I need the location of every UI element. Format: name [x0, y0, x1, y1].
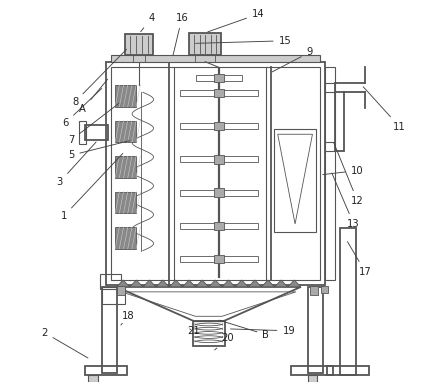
Bar	[340, 228, 356, 375]
Bar	[214, 188, 225, 197]
Bar	[88, 375, 98, 382]
Text: 15: 15	[196, 36, 291, 46]
Bar	[274, 129, 316, 232]
Bar	[214, 155, 225, 164]
Bar	[102, 287, 117, 373]
Polygon shape	[209, 280, 222, 287]
Bar	[222, 256, 258, 262]
Text: 3: 3	[57, 142, 96, 187]
Bar	[115, 192, 136, 213]
Text: 10: 10	[323, 165, 364, 175]
Polygon shape	[182, 280, 195, 287]
Bar	[214, 122, 225, 131]
Polygon shape	[235, 280, 248, 287]
Text: A: A	[79, 79, 107, 115]
Text: 21: 21	[187, 326, 200, 336]
Text: 17: 17	[348, 242, 372, 277]
Bar	[115, 121, 136, 142]
Text: 1: 1	[60, 154, 123, 221]
Bar	[115, 156, 136, 178]
Bar	[115, 85, 136, 107]
Bar	[214, 222, 225, 230]
Bar	[222, 190, 258, 196]
Bar	[214, 74, 225, 82]
Bar	[335, 92, 344, 151]
Bar	[308, 287, 323, 373]
Bar	[214, 89, 225, 97]
Polygon shape	[262, 280, 274, 287]
Polygon shape	[117, 280, 130, 287]
Polygon shape	[274, 280, 288, 287]
Text: 7: 7	[68, 103, 119, 145]
Text: B: B	[219, 320, 270, 340]
Text: 14: 14	[208, 9, 265, 32]
Bar	[193, 321, 225, 346]
Polygon shape	[156, 280, 169, 287]
Bar	[79, 121, 86, 144]
Bar	[308, 375, 317, 382]
Bar	[117, 286, 126, 295]
Bar	[325, 67, 335, 280]
Text: 5: 5	[68, 141, 130, 160]
Bar	[85, 366, 127, 375]
Bar	[291, 366, 333, 375]
Bar	[180, 123, 216, 129]
Bar	[125, 34, 153, 55]
Bar	[222, 223, 258, 229]
Text: 19: 19	[230, 326, 295, 336]
Bar	[100, 273, 121, 289]
Text: 2: 2	[41, 328, 88, 358]
Bar	[214, 255, 225, 263]
Bar	[180, 90, 216, 96]
Bar	[180, 156, 216, 162]
Bar	[310, 286, 318, 295]
Text: 16: 16	[173, 13, 188, 55]
Bar	[85, 125, 107, 140]
Bar	[222, 90, 258, 96]
Text: 6: 6	[62, 88, 102, 128]
Bar	[111, 67, 320, 280]
Bar	[321, 286, 328, 293]
Polygon shape	[130, 280, 143, 287]
Bar	[106, 62, 325, 285]
Text: 8: 8	[72, 49, 127, 107]
Text: 4: 4	[141, 13, 155, 32]
Polygon shape	[195, 280, 209, 287]
Text: 9: 9	[272, 47, 313, 72]
Polygon shape	[288, 280, 301, 287]
Bar	[222, 156, 258, 162]
Text: 13: 13	[332, 173, 360, 229]
Text: 18: 18	[121, 311, 135, 325]
Polygon shape	[248, 280, 262, 287]
Text: 20: 20	[214, 334, 234, 350]
Bar	[195, 55, 215, 62]
Polygon shape	[222, 280, 235, 287]
Bar	[196, 75, 242, 81]
Bar	[111, 55, 320, 62]
Bar	[133, 55, 145, 62]
Text: 12: 12	[334, 142, 364, 206]
Bar	[327, 366, 369, 375]
Bar	[115, 227, 136, 249]
Bar	[102, 287, 125, 304]
Text: 11: 11	[363, 87, 406, 132]
Polygon shape	[169, 280, 182, 287]
Bar	[189, 33, 222, 55]
Bar	[180, 223, 216, 229]
Bar	[222, 123, 258, 129]
Bar	[180, 190, 216, 196]
Polygon shape	[143, 280, 156, 287]
Bar	[180, 256, 216, 262]
